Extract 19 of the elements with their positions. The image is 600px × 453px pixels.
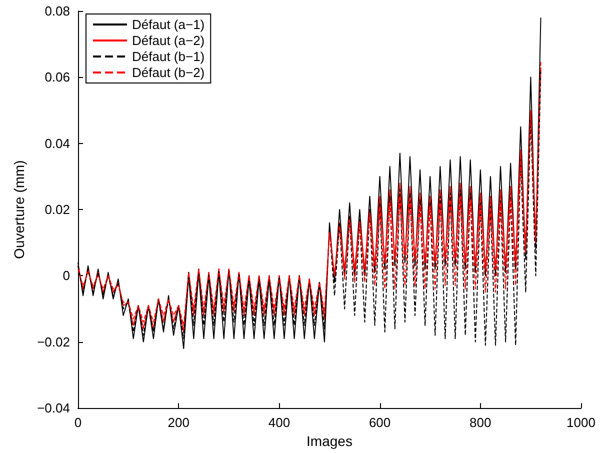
x-tick-label: 0: [74, 415, 82, 430]
x-tick-label: 400: [268, 415, 290, 430]
legend-label: Défaut (b−2): [132, 65, 205, 80]
y-tick-label: 0.06: [44, 70, 70, 85]
y-tick-label: 0.08: [44, 4, 70, 18]
x-axis-title: Images: [306, 433, 352, 449]
y-tick-label: −0.04: [37, 400, 70, 416]
y-tick-label: 0.02: [44, 202, 70, 218]
x-tick-label: 200: [168, 415, 190, 430]
legend-label: Défaut (a−1): [132, 17, 205, 32]
legend-label: Défaut (b−1): [132, 49, 205, 64]
legend-label: Défaut (a−2): [132, 33, 205, 48]
y-axis-title: Ouverture (mm): [11, 160, 27, 259]
x-tick-label: 800: [470, 415, 492, 430]
y-tick-label: 0: [62, 268, 70, 284]
x-tick-label: 1000: [566, 415, 596, 430]
x-tick-label: 600: [368, 415, 391, 430]
y-tick-label: −0.02: [37, 334, 70, 350]
y-tick-label: 0.04: [44, 136, 70, 151]
